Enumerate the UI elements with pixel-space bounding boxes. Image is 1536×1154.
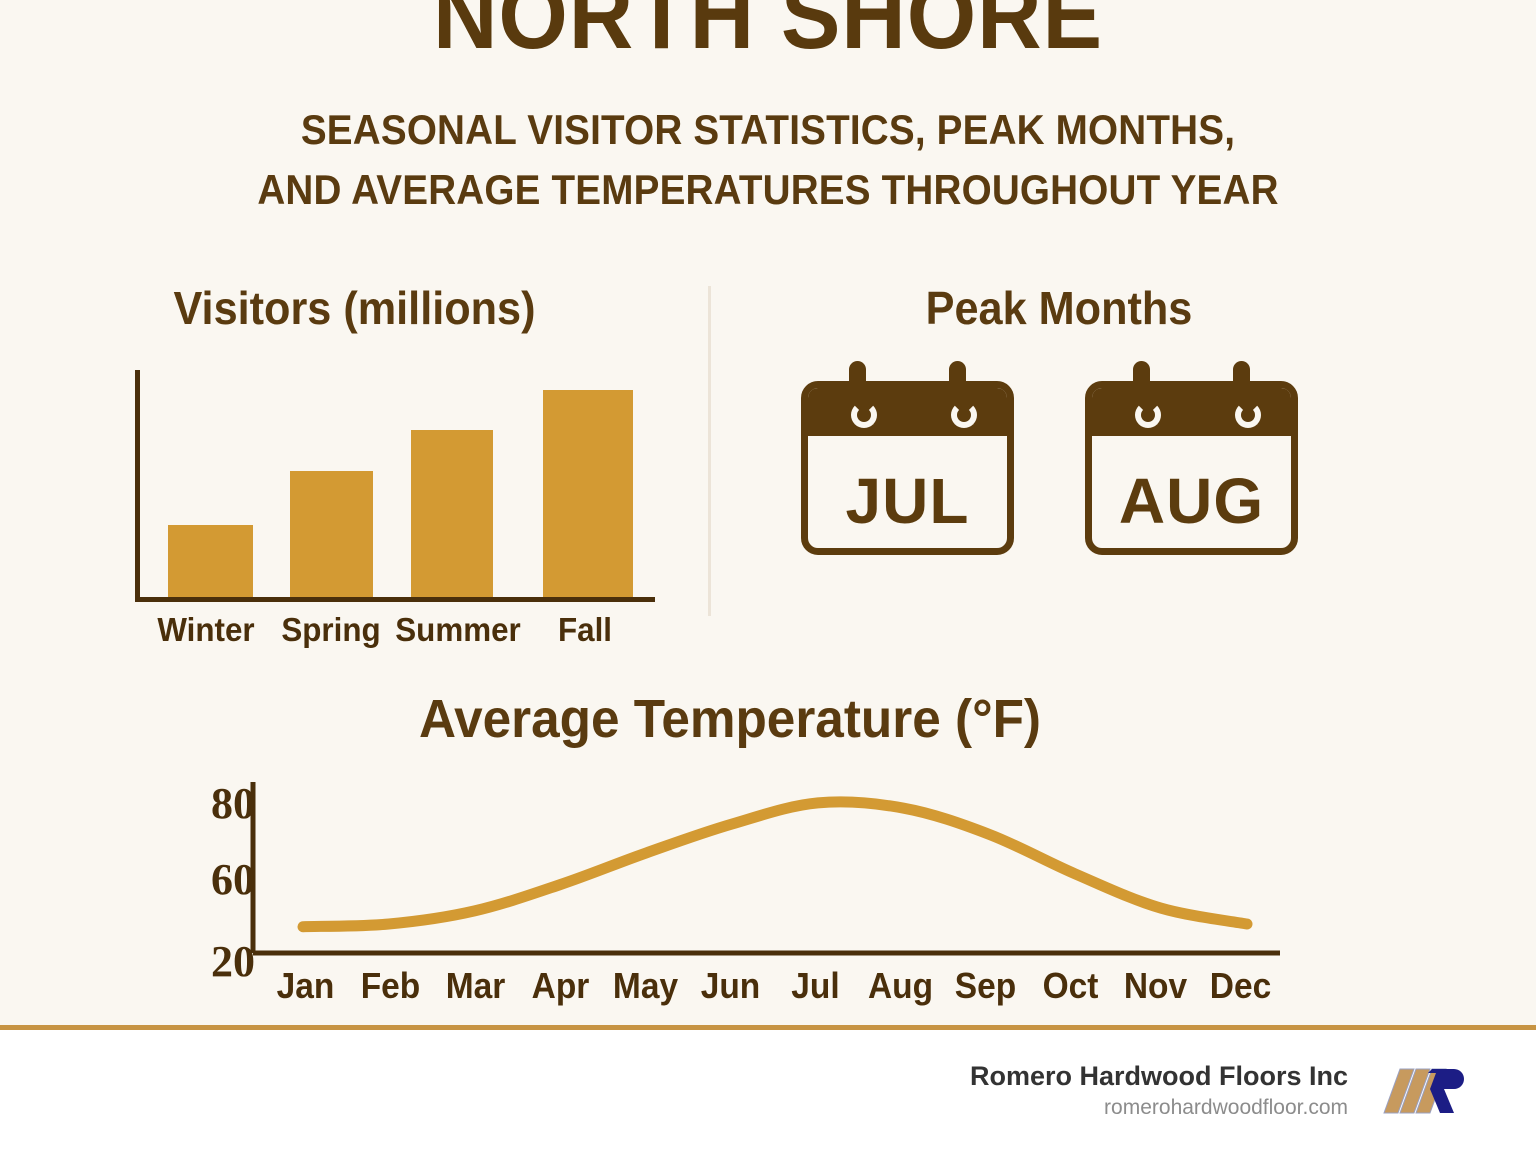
footer-website[interactable]: romerohardwoodfloor.com [1104,1095,1348,1119]
calendar-header-band [808,388,1007,436]
bar-chart-x-axis [135,597,655,602]
footer-content: Romero Hardwood Floors Inc romerohardwoo… [970,1060,1466,1121]
page-title: NORTH SHORE [433,0,1103,69]
footer-text-block: Romero Hardwood Floors Inc romerohardwoo… [970,1060,1348,1121]
calendar-body: JUL [801,381,1014,555]
calendar-ring-1-icon [1135,402,1161,428]
subtitle-line-1: SEASONAL VISITOR STATISTICS, PEAK MONTHS… [300,106,1236,153]
subtitle-line-2: AND AVERAGE TEMPERATURES THROUGHOUT YEAR [257,165,1279,213]
bar-label-winter: Winter [157,611,255,648]
visitors-chart-heading: Visitors (millions) [173,282,536,334]
calendar-month-label: JUL [845,465,970,537]
bar-label-summer: Summer [395,611,521,648]
footer-accent-rule [0,1025,1536,1030]
calendar-ring-2-icon [1235,402,1261,428]
footer: Romero Hardwood Floors Inc romerohardwoo… [0,1030,1536,1154]
section-divider [708,286,711,616]
temperature-chart-heading: Average Temperature (°F) [418,689,1042,749]
bar-label-spring: Spring [281,611,381,648]
calendar-header-band [1092,388,1291,436]
peak-months-heading: Peak Months [925,282,1193,334]
footer-company-name: Romero Hardwood Floors Inc [969,1061,1348,1091]
bar-fall [543,390,633,597]
bar-chart-y-axis [135,370,140,602]
calendar-month-label: AUG [1118,465,1265,537]
calendar-ring-2-icon [951,402,977,428]
bar-spring [290,471,373,597]
romero-hardwood-logo-icon [1383,1068,1464,1114]
bar-label-fall: Fall [557,611,613,648]
calendar-body: AUG [1085,381,1298,555]
bar-summer [411,430,493,597]
page-subtitle: SEASONAL VISITOR STATISTICS, PEAK MONTHS… [61,100,1474,219]
calendar-aug: AUG [1085,361,1298,555]
calendar-jul: JUL [801,361,1014,555]
bar-winter [168,525,253,597]
calendar-ring-1-icon [851,402,877,428]
bar-chart-category-labels: Winter Spring Summer Fall [135,611,655,656]
